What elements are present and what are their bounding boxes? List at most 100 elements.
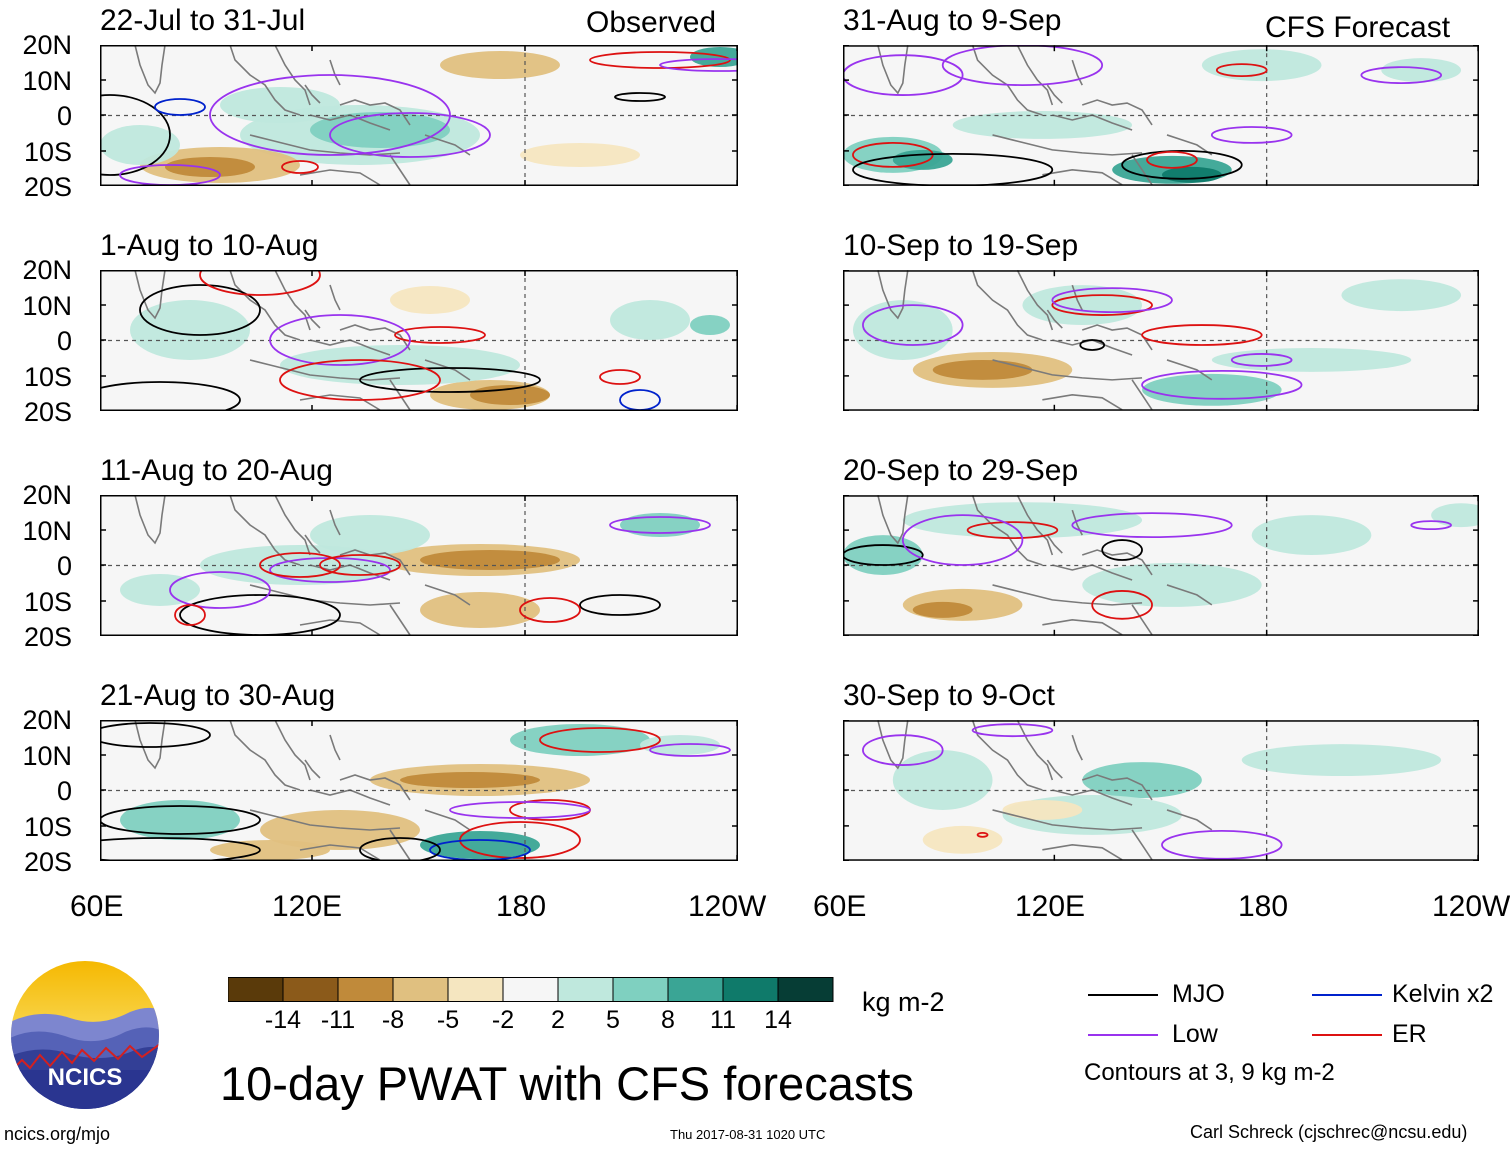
wave-contour [329,112,491,158]
lat-label: 10N [22,66,72,96]
pwat-anomaly-region [1241,744,1442,777]
coastline [424,809,471,831]
coastline [992,359,1143,381]
coastline [1166,584,1213,606]
map-panel-fcst-1 [843,45,1479,186]
pwat-anomaly-region [1381,58,1462,83]
coastline [1042,394,1123,411]
wave-contour [281,160,319,174]
coastline [134,45,166,95]
wave-contour [199,270,321,296]
lon-label: 180 [496,890,547,923]
coastline [877,495,909,545]
coastline [1046,759,1063,779]
colorbar-swatch [282,977,339,1002]
wave-contour [609,516,711,534]
colorbar-swatch [722,977,779,1002]
coastline [992,134,1143,156]
coastline [971,270,1043,341]
pwat-anomaly-region [400,772,540,788]
coastline [1131,379,1153,411]
pwat-anomaly-region [440,51,560,79]
coastline [229,720,301,791]
colorbar-swatch [228,977,284,1002]
map-panel-obs-2 [100,270,738,411]
pwat-anomaly-region [1022,285,1143,326]
pwat-anomaly-region [470,385,550,405]
pwat-anomaly-region [843,535,923,575]
lat-label: 20N [22,30,72,60]
coastline [992,584,1143,606]
coastline [389,829,411,861]
pwat-anomaly-region [902,502,1143,539]
lat-label: 20S [23,397,72,427]
coastline [424,584,471,606]
coastline [299,619,381,636]
coastline [389,154,411,186]
coastline [134,720,166,770]
lat-label: 10S [23,587,72,617]
footer-url[interactable]: ncics.org/mjo [4,1124,111,1144]
wave-contour [1161,829,1283,860]
lon-label: 120E [272,890,343,923]
lat-label: 0 [56,776,72,806]
wave-contour [1091,590,1153,620]
pwat-anomaly-region [1002,799,1083,820]
wave-contour [843,54,964,96]
wave-contour [1230,353,1293,367]
colorbar-swatch [502,977,559,1002]
coastline [1046,534,1063,554]
pwat-anomaly-region [120,800,240,840]
forecast-label: CFS Forecast [1265,11,1451,44]
coastline [1071,509,1083,536]
lat-label: 10N [22,291,72,321]
wave-contour [599,369,641,385]
colorbar-swatch [447,977,504,1002]
coastline [1131,154,1153,186]
lon-label: 60E [70,890,124,923]
coastline [329,284,341,311]
wave-contour [319,554,401,576]
wave-contour [579,594,661,616]
lon-label: 120W [1432,890,1510,923]
coastline [299,169,381,186]
colorbar-units: kg m-2 [862,987,945,1017]
colorbar-swatch [337,977,394,1002]
wave-contour [614,92,666,102]
footer-credit[interactable]: Carl Schreck (cjschrec@ncsu.edu) [1190,1122,1468,1142]
wave-contour [966,521,1059,539]
colorbar-swatch [612,977,669,1002]
pwat-anomaly-region [1341,279,1462,312]
coastline [1131,604,1153,636]
coastline [229,45,301,116]
colorbar-label: -5 [436,1006,460,1034]
coastline [971,495,1043,566]
pwat-anomaly-region [1251,515,1372,556]
panel-title-obs-2: 1-Aug to 10-Aug [100,229,319,262]
legend-label-kelvin: Kelvin x2 [1392,980,1494,1008]
coastline [249,809,401,831]
wave-contour [1141,324,1263,346]
wave-contour [174,604,206,626]
pwat-anomaly-region [310,515,430,555]
coastline [1016,270,1054,331]
coastline [329,734,341,761]
coastline [1016,495,1054,556]
wave-contour [1101,539,1143,561]
colorbar-label: 8 [661,1006,675,1034]
wave-contour [100,381,241,411]
coastline [1046,84,1063,104]
wave-contour [100,837,261,861]
coastline [877,720,909,770]
colorbar-label: 14 [764,1006,792,1034]
pwat-anomaly-region [120,574,200,606]
lat-label: 20S [23,622,72,652]
pwat-anomaly-region [310,112,450,148]
wave-contour [259,552,341,578]
coastline [1081,549,1153,576]
pwat-anomaly-region [420,831,540,859]
lat-label: 0 [56,326,72,356]
wave-contour [649,743,731,757]
coastline [1131,829,1153,861]
pwat-anomaly-region [690,315,730,335]
